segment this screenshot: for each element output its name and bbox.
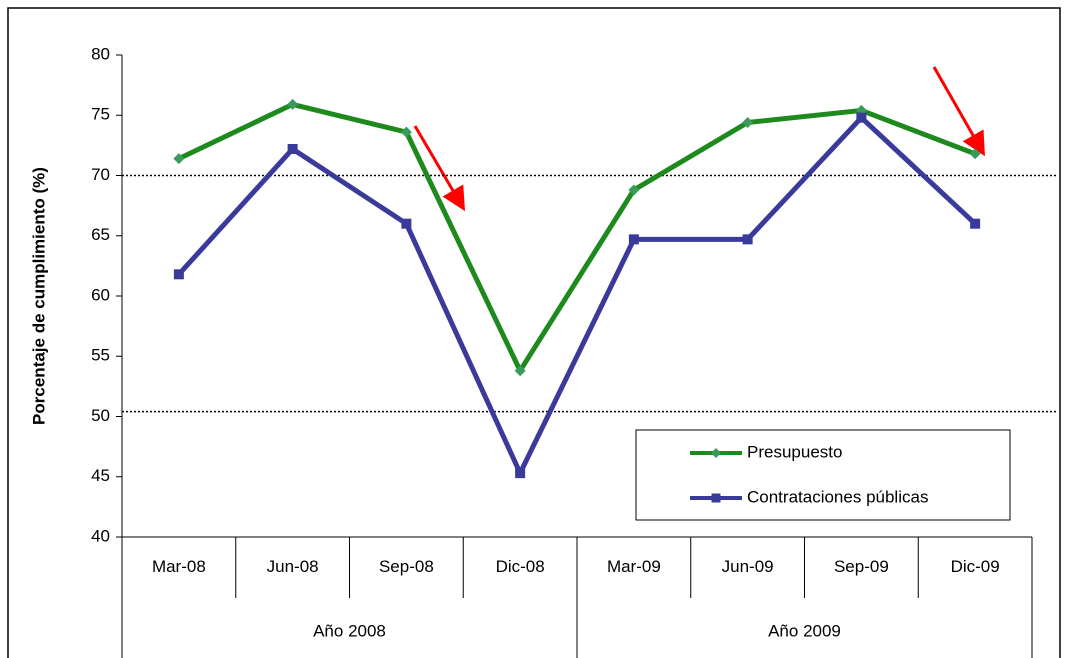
y-tick-label: 40 xyxy=(91,526,110,545)
data-point xyxy=(400,126,412,138)
y-tick-label: 60 xyxy=(91,285,110,304)
data-point xyxy=(628,234,639,245)
y-tick-label: 65 xyxy=(91,225,110,244)
data-point xyxy=(742,116,754,128)
x-tick-label: Jun-09 xyxy=(722,557,774,576)
series-line xyxy=(177,115,977,476)
y-tick-label: 50 xyxy=(91,406,110,425)
data-point xyxy=(173,269,184,280)
x-tick-label: Dic-09 xyxy=(951,557,1000,576)
data-point xyxy=(856,112,867,123)
data-point xyxy=(970,218,981,229)
legend-label: Contrataciones públicas xyxy=(747,487,928,506)
data-point xyxy=(287,98,299,110)
x-tick-label: Mar-08 xyxy=(152,557,206,576)
y-tick-label: 75 xyxy=(91,105,110,124)
annotation-arrow xyxy=(932,66,985,157)
data-point xyxy=(401,218,412,229)
legend-marker xyxy=(711,493,721,503)
data-point xyxy=(628,184,640,196)
x-tick-label: Jun-08 xyxy=(267,557,319,576)
legend xyxy=(635,429,1011,521)
data-point xyxy=(287,143,298,154)
y-tick-label: 80 xyxy=(91,44,110,63)
legend-label: Presupuesto xyxy=(747,442,842,461)
y-tick-label: 70 xyxy=(91,165,110,184)
frame xyxy=(7,7,1061,658)
y-axis-label: Porcentaje de cumplimiento (%) xyxy=(29,167,48,425)
data-point xyxy=(173,153,185,165)
group-label: Año 2009 xyxy=(768,621,841,640)
x-tick-label: Sep-09 xyxy=(834,557,889,576)
x-tick-label: Mar-09 xyxy=(607,557,661,576)
group-label: Año 2008 xyxy=(313,621,386,640)
data-point xyxy=(742,234,753,245)
y-tick-label: 55 xyxy=(91,346,110,365)
y-tick-label: 45 xyxy=(91,466,110,485)
x-tick-label: Sep-08 xyxy=(379,557,434,576)
data-point xyxy=(969,148,981,160)
x-tick-label: Dic-08 xyxy=(496,557,545,576)
annotation-arrow xyxy=(413,125,466,212)
data-point xyxy=(515,468,526,479)
legend-marker xyxy=(711,448,721,458)
series-line xyxy=(177,101,977,374)
data-point xyxy=(514,365,526,377)
